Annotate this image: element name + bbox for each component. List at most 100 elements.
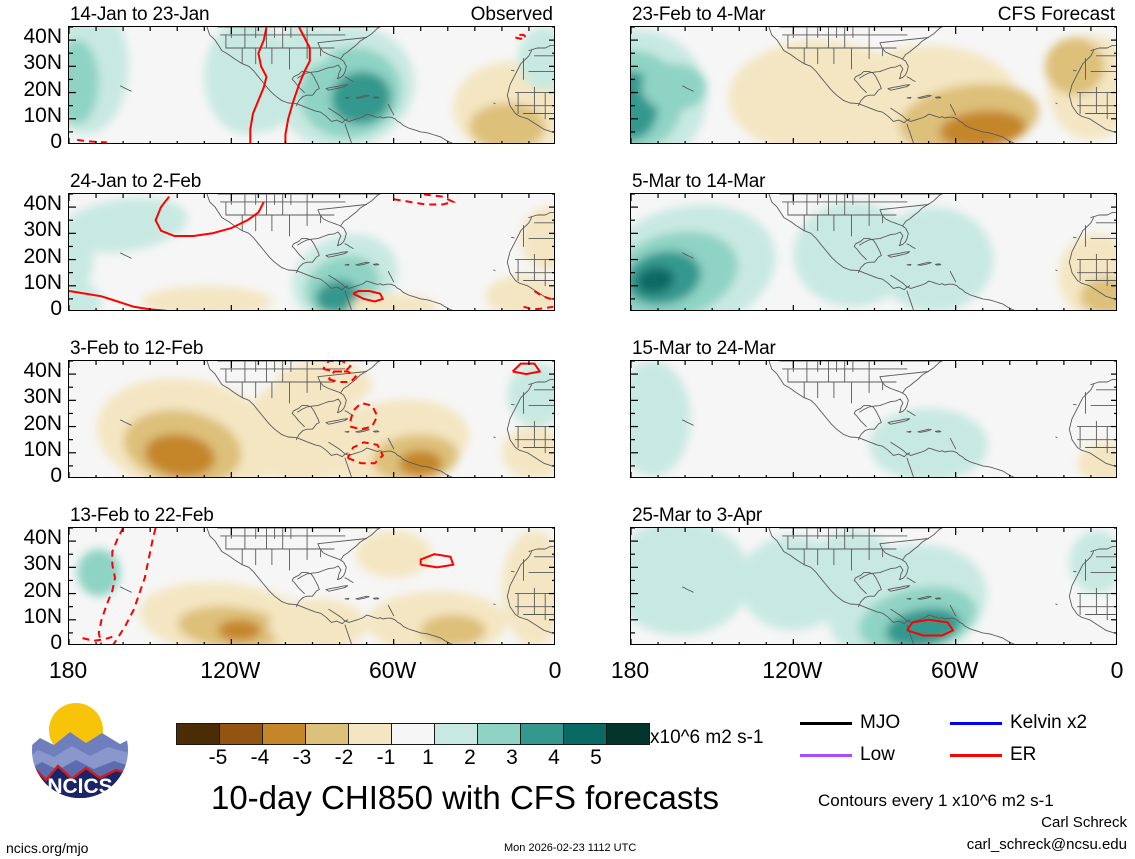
colorbar-cell <box>606 724 649 744</box>
legend-label: Low <box>860 744 895 765</box>
colorbar-tick: -4 <box>250 746 270 769</box>
y-tick-label: 20N <box>23 244 62 268</box>
x-tick-label: 120W <box>762 657 823 683</box>
panel-title: 24-Jan to 2-Feb <box>70 171 202 192</box>
legend-line-icon <box>800 753 852 757</box>
map-canvas <box>69 194 554 310</box>
figure-title: 10-day CHI850 with CFS forecasts <box>210 779 720 816</box>
panel-title: 25-Mar to 3-Apr <box>632 505 763 526</box>
y-tick-label: 0 <box>50 297 62 320</box>
legend-item: MJO <box>800 712 950 734</box>
wave-line-legend: MJO Kelvin x2 Low ER <box>800 712 1130 766</box>
colorbar-cell <box>305 724 348 744</box>
colorbar-tick: -2 <box>334 746 354 769</box>
colorbar-cell <box>262 724 305 744</box>
colorbar-tick: 2 <box>464 746 476 769</box>
y-tick-label: 10N <box>23 604 62 628</box>
y-tick-label: 40N <box>23 192 62 216</box>
map-plot-area <box>68 193 555 311</box>
map-plot-area <box>630 527 1117 645</box>
panel-right-2: 15-Mar to 24-Mar <box>630 338 1117 478</box>
colorbar-cell <box>391 724 434 744</box>
colorbar: -5 -4 -3 -2 -1 1 2 3 4 5 <box>176 723 650 769</box>
colorbar-cell <box>219 724 262 744</box>
y-tick-label: 10N <box>23 437 62 461</box>
map-plot-area <box>68 527 555 645</box>
panel-right-1: 5-Mar to 14-Mar <box>630 171 1117 311</box>
legend-line-icon <box>950 753 1002 757</box>
panel-left-1: 24-Jan to 2-Feb <box>68 171 555 311</box>
map-canvas <box>631 528 1116 644</box>
map-canvas <box>631 194 1116 310</box>
y-tick-label: 20N <box>23 578 62 602</box>
colorbar-cell <box>177 724 219 744</box>
y-tick-label: 30N <box>23 218 62 242</box>
legend-item: ER <box>950 744 1100 766</box>
ncics-logo: NCICS <box>24 700 136 800</box>
panel-title: 13-Feb to 22-Feb <box>70 505 214 526</box>
y-tick-label: 40N <box>23 526 62 550</box>
ncics-logo-svg: NCICS <box>32 702 128 798</box>
colorbar-tick: -1 <box>376 746 396 769</box>
colorbar-tick-labels: -5 -4 -3 -2 -1 1 2 3 4 5 <box>176 745 638 769</box>
x-tick-label: 120W <box>200 657 261 683</box>
panel-left-3: 13-Feb to 22-Feb <box>68 505 555 645</box>
x-tick-label: 60W <box>369 657 417 683</box>
y-tick-label: 30N <box>23 552 62 576</box>
legend-line-icon <box>800 721 852 725</box>
legend-label: Kelvin x2 <box>1010 712 1088 733</box>
y-tick-label: 0 <box>50 631 62 654</box>
panel-title: 14-Jan to 23-Jan <box>70 4 210 25</box>
legend-item: Kelvin x2 <box>950 712 1100 734</box>
colorbar-cell <box>520 724 563 744</box>
site-url-footer[interactable]: ncics.org/mjo <box>6 840 89 856</box>
colorbar-cell <box>563 724 606 744</box>
generation-timestamp: Mon 2026-02-23 1112 UTC <box>504 842 637 854</box>
panel-column-header: Observed <box>470 4 553 25</box>
panel-left-0: 14-Jan to 23-Jan Observed <box>68 4 555 144</box>
map-plot-area <box>68 360 555 478</box>
map-canvas <box>631 361 1116 477</box>
colorbar-swatches <box>176 723 650 745</box>
colorbar-cell <box>477 724 520 744</box>
colorbar-tick: -3 <box>292 746 312 769</box>
author-name: Carl Schreck <box>1041 814 1127 831</box>
y-tick-label: 40N <box>23 25 62 49</box>
panel-title: 23-Feb to 4-Mar <box>632 4 766 25</box>
author-email: carl_schreck@ncsu.edu <box>966 836 1127 853</box>
colorbar-cell <box>348 724 391 744</box>
y-tick-label: 0 <box>50 130 62 153</box>
panel-title: 15-Mar to 24-Mar <box>632 338 776 359</box>
y-tick-label: 30N <box>23 385 62 409</box>
x-tick-label: 0 <box>548 657 562 683</box>
panel-left-2: 3-Feb to 12-Feb <box>68 338 555 478</box>
map-canvas <box>69 27 554 143</box>
colorbar-cell <box>434 724 477 744</box>
y-tick-label: 20N <box>23 411 62 435</box>
panel-title: 5-Mar to 14-Mar <box>632 171 766 192</box>
panel-column-header: CFS Forecast <box>997 4 1115 25</box>
colorbar-tick: 5 <box>590 746 602 769</box>
x-tick-label: 180 <box>610 657 650 683</box>
ncics-logo-text: NCICS <box>47 775 112 798</box>
legend-label: ER <box>1010 744 1037 765</box>
panel-right-0: 23-Feb to 4-Mar CFS Forecast <box>630 4 1117 144</box>
map-plot-area <box>630 360 1117 478</box>
map-canvas <box>631 27 1116 143</box>
panel-title: 3-Feb to 12-Feb <box>70 338 204 359</box>
legend-label: MJO <box>860 712 901 733</box>
y-tick-label: 30N <box>23 51 62 75</box>
colorbar-units-label: x10^6 m2 s-1 <box>650 727 764 748</box>
contour-interval-note: Contours every 1 x10^6 m2 s-1 <box>818 791 1054 810</box>
x-tick-label: 0 <box>1110 657 1124 683</box>
y-tick-label: 0 <box>50 464 62 487</box>
x-tick-label: 60W <box>931 657 979 683</box>
legend-item: Low <box>800 744 950 766</box>
colorbar-tick: 4 <box>548 746 560 769</box>
colorbar-tick: -5 <box>208 746 228 769</box>
panel-right-3: 25-Mar to 3-Apr <box>630 505 1117 645</box>
y-tick-label: 40N <box>23 359 62 383</box>
colorbar-tick: 1 <box>422 746 434 769</box>
map-canvas <box>69 361 554 477</box>
x-tick-label: 180 <box>48 657 88 683</box>
